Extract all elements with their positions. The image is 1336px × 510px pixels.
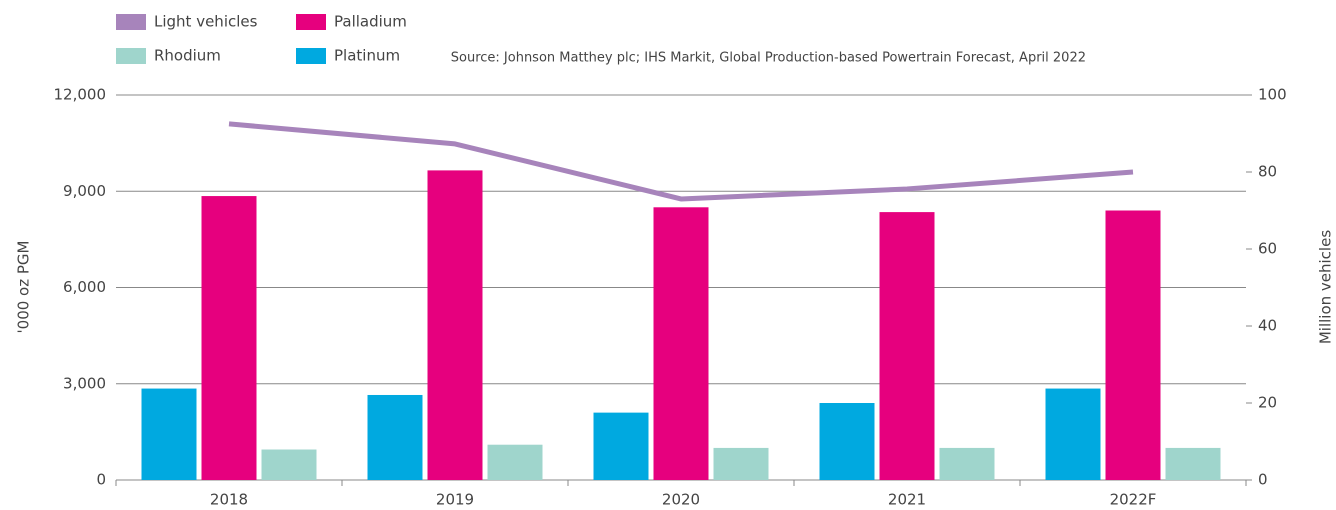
y-tick-label: 6,000 (63, 278, 106, 296)
y2-tick-label: 0 (1258, 471, 1268, 489)
legend-swatch (296, 48, 326, 64)
bar (261, 449, 317, 480)
x-tick-label: 2019 (436, 491, 474, 509)
legend-swatch (116, 14, 146, 30)
y2-tick-label: 60 (1258, 240, 1277, 258)
bar (819, 403, 875, 480)
bar (367, 394, 423, 480)
y2-tick-label: 80 (1258, 163, 1277, 181)
bar (593, 412, 649, 480)
y-axis-title: '000 oz PGM (15, 241, 33, 334)
y2-tick-label: 100 (1258, 86, 1287, 104)
x-tick-label: 2020 (662, 491, 700, 509)
bar (427, 170, 483, 481)
legend-label: Platinum (334, 47, 400, 65)
y2-tick-label: 40 (1258, 317, 1277, 335)
x-tick-label: 2022F (1110, 491, 1157, 509)
bar (653, 207, 709, 480)
bar (1165, 447, 1221, 480)
legend-label: Palladium (334, 13, 407, 31)
bar (141, 388, 197, 480)
y-tick-label: 3,000 (63, 374, 106, 392)
bar (487, 444, 543, 480)
y-tick-label: 12,000 (54, 86, 107, 104)
y2-axis-title: Million vehicles (1317, 230, 1335, 344)
bar (1045, 388, 1101, 480)
x-tick-label: 2021 (888, 491, 926, 509)
y-tick-label: 0 (96, 471, 106, 489)
bar (1105, 210, 1161, 480)
legend-swatch (296, 14, 326, 30)
x-tick-label: 2018 (210, 491, 248, 509)
source-note: Source: Johnson Matthey plc; IHS Markit,… (451, 51, 1086, 66)
bar (201, 196, 257, 480)
y2-tick-label: 20 (1258, 394, 1277, 412)
line-series (228, 121, 1134, 202)
legend-swatch (116, 48, 146, 64)
bar (713, 447, 769, 480)
y-tick-label: 9,000 (63, 182, 106, 200)
legend-label: Rhodium (154, 47, 221, 65)
bar (939, 447, 995, 480)
legend-label: Light vehicles (154, 13, 258, 31)
bar (879, 212, 935, 480)
